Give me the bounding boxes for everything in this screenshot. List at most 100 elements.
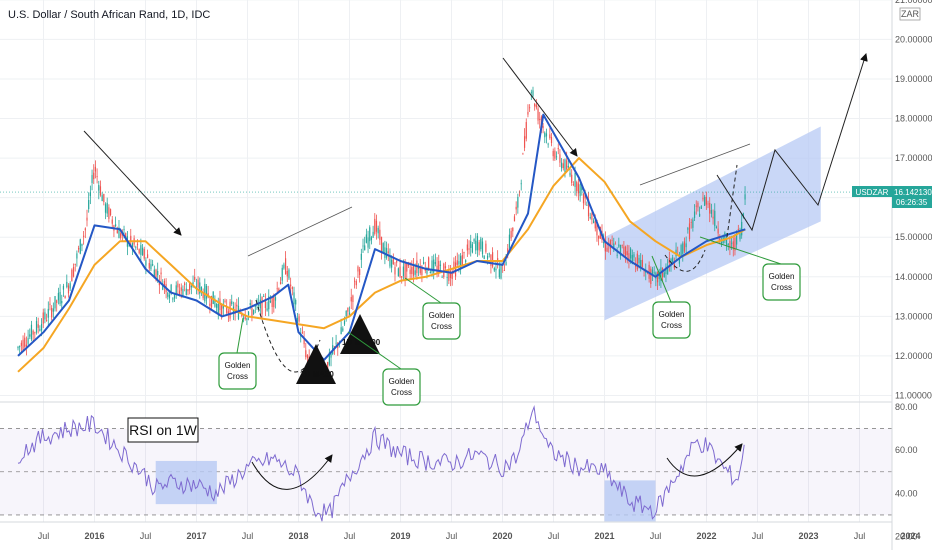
candle-body bbox=[433, 259, 435, 273]
candle-body bbox=[135, 246, 137, 248]
candle-body bbox=[138, 249, 140, 254]
candle-body bbox=[352, 295, 354, 303]
candle-body bbox=[476, 235, 479, 251]
candle-body bbox=[564, 159, 566, 173]
candle-body bbox=[387, 251, 389, 253]
candle-body bbox=[592, 220, 595, 224]
candle-body bbox=[19, 346, 21, 348]
trend-arrow-down bbox=[83, 130, 182, 236]
candle-body bbox=[512, 227, 514, 232]
candle-body bbox=[370, 237, 373, 240]
candle-body bbox=[318, 361, 320, 365]
candle-body bbox=[609, 240, 612, 249]
candle-body bbox=[268, 296, 270, 310]
candle-body bbox=[103, 194, 105, 202]
candle-body bbox=[458, 261, 460, 265]
candle-body bbox=[153, 269, 155, 279]
golden-cross-callout bbox=[762, 263, 801, 301]
candle-body bbox=[449, 271, 452, 279]
candle-body bbox=[217, 303, 219, 314]
candle-body bbox=[259, 299, 261, 309]
candle-body bbox=[152, 264, 154, 266]
candle-body bbox=[32, 330, 34, 335]
candle-body bbox=[24, 337, 26, 347]
candle-body bbox=[266, 308, 268, 311]
candle-body bbox=[37, 324, 39, 328]
candle-body bbox=[66, 281, 68, 288]
candle-body bbox=[145, 260, 147, 266]
candle-body bbox=[717, 228, 719, 234]
ma200-line bbox=[17, 157, 746, 373]
candle-body bbox=[401, 276, 403, 278]
candle-body bbox=[404, 263, 406, 279]
candle-body bbox=[695, 205, 697, 207]
projection-dashed bbox=[726, 164, 738, 238]
candle-body bbox=[190, 285, 192, 288]
candle-body bbox=[707, 203, 709, 205]
candle-body bbox=[719, 238, 721, 241]
candle-body bbox=[451, 272, 453, 280]
candle-body bbox=[529, 107, 531, 109]
candle-body bbox=[586, 204, 588, 206]
candle-body bbox=[473, 239, 475, 242]
candle-body bbox=[453, 261, 455, 268]
candle-body bbox=[306, 354, 309, 358]
candle-body bbox=[94, 166, 97, 172]
candle-body bbox=[290, 284, 292, 287]
x-tick-label: Jul bbox=[140, 531, 152, 541]
candle-body bbox=[40, 323, 43, 331]
candle-body bbox=[643, 275, 645, 277]
candle-body bbox=[83, 235, 85, 237]
candle-body bbox=[158, 282, 160, 286]
candle-body bbox=[402, 266, 405, 276]
candle-body bbox=[680, 244, 682, 258]
candle-body bbox=[162, 284, 164, 290]
candle-body bbox=[603, 241, 605, 244]
candle-body bbox=[604, 239, 606, 252]
candle-body bbox=[249, 303, 251, 306]
candle-body bbox=[668, 258, 670, 264]
candle-body bbox=[613, 243, 615, 248]
candle-body bbox=[426, 268, 428, 274]
candle-body bbox=[587, 199, 590, 217]
y-tick-label: 11.000000 bbox=[895, 391, 932, 401]
candle-body bbox=[364, 245, 366, 251]
candle-body bbox=[84, 228, 86, 231]
candle-body bbox=[281, 267, 283, 281]
candle-body bbox=[178, 290, 181, 295]
candle-body bbox=[231, 301, 233, 305]
candle-body bbox=[535, 104, 537, 108]
candle-body bbox=[311, 366, 314, 368]
candle-body bbox=[74, 263, 76, 265]
candle-body bbox=[503, 270, 505, 272]
x-tick-label: Jul bbox=[344, 531, 356, 541]
candle-body bbox=[167, 292, 169, 297]
candle-body bbox=[93, 172, 95, 180]
candle-body bbox=[212, 291, 214, 304]
candle-body bbox=[517, 196, 519, 208]
candle-body bbox=[389, 254, 391, 267]
candle-body bbox=[641, 259, 643, 267]
candle-body bbox=[515, 206, 517, 210]
trend-line bbox=[639, 143, 751, 186]
candle-body bbox=[678, 258, 681, 264]
chart-drawings: 1D MA50 1D MA200 Golden Cross Golden Cross Gol… bbox=[0, 53, 892, 406]
candle-body bbox=[123, 229, 125, 231]
price-tag-value: 16.142130 bbox=[894, 188, 932, 197]
candle-body bbox=[513, 216, 516, 222]
candle-body bbox=[571, 174, 573, 183]
candle-body bbox=[375, 220, 378, 232]
candle-body bbox=[177, 283, 179, 288]
candle-body bbox=[279, 282, 282, 285]
y-tick-label: 12.000000 bbox=[895, 351, 932, 361]
candle-body bbox=[221, 304, 223, 317]
candle-body bbox=[120, 233, 122, 238]
projection-path bbox=[716, 53, 868, 232]
ma50-label: 1D MA50 bbox=[300, 370, 334, 379]
golden-cross-label: Cross bbox=[227, 372, 248, 381]
candle-body bbox=[561, 162, 563, 169]
candle-body bbox=[229, 301, 231, 319]
candle-body bbox=[530, 91, 532, 93]
rsi-tick-label: 80.00 bbox=[895, 402, 918, 412]
